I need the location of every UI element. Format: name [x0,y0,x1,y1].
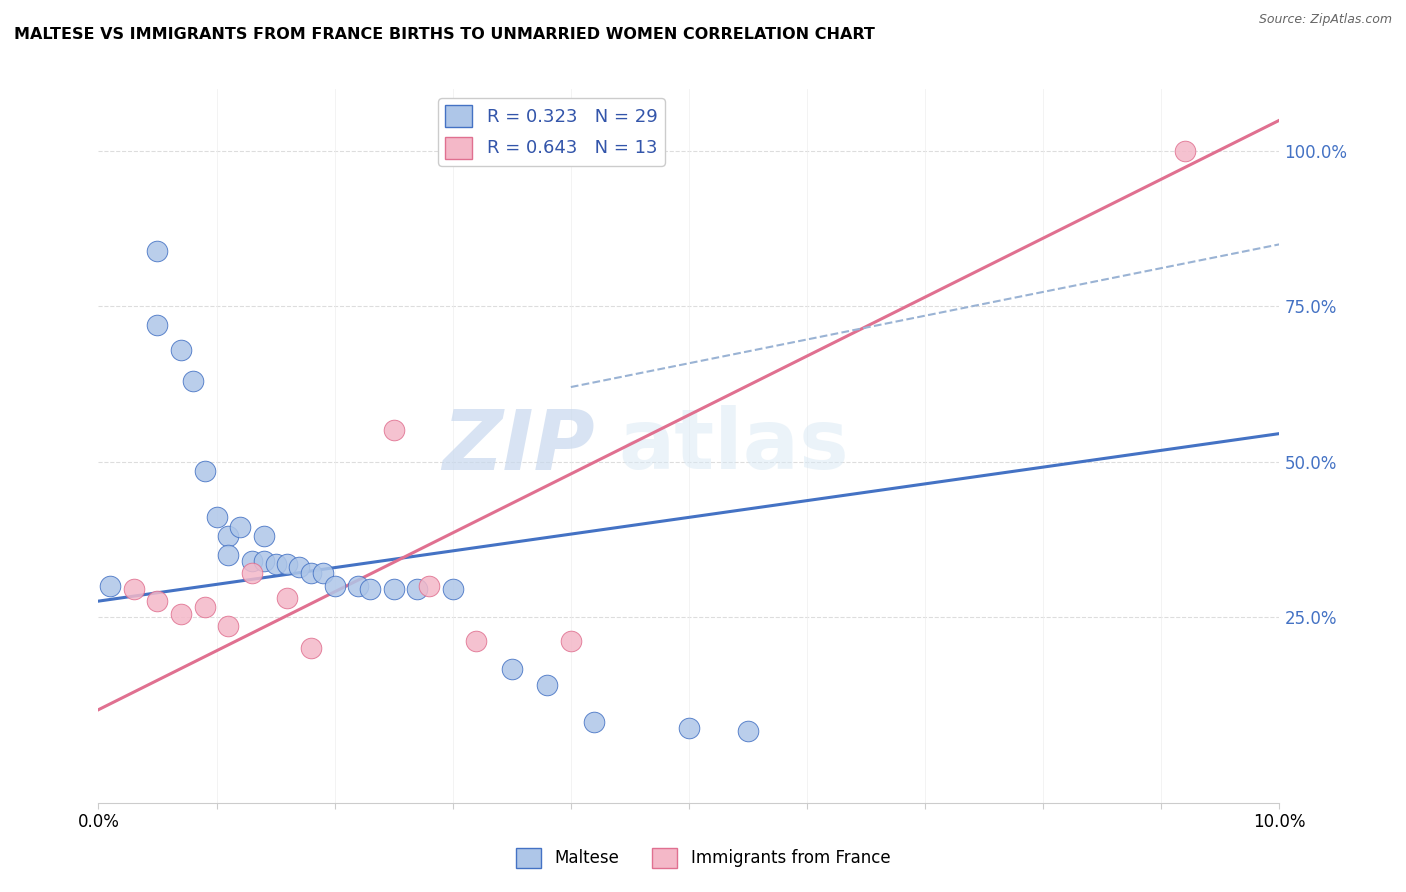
Point [194,600,217,615]
Point [323,579,346,593]
Point [181,374,204,388]
Point [229,519,252,533]
Point [441,582,464,596]
Text: Source: ZipAtlas.com: Source: ZipAtlas.com [1258,13,1392,27]
Point [382,424,405,438]
Point [1174,145,1197,159]
Point [146,318,169,332]
Point [122,582,145,596]
Point [170,343,193,357]
Text: MALTESE VS IMMIGRANTS FROM FRANCE BIRTHS TO UNMARRIED WOMEN CORRELATION CHART: MALTESE VS IMMIGRANTS FROM FRANCE BIRTHS… [14,27,875,42]
Point [347,579,370,593]
Point [465,634,488,648]
Point [276,591,298,605]
Text: atlas: atlas [619,406,849,486]
Point [217,619,239,633]
Point [737,724,759,739]
Text: ZIP: ZIP [441,406,595,486]
Point [418,579,440,593]
Point [382,582,405,596]
Point [264,557,287,571]
Point [146,244,169,258]
Point [560,634,582,648]
Legend: R = 0.323   N = 29, R = 0.643   N = 13: R = 0.323 N = 29, R = 0.643 N = 13 [439,98,665,166]
Point [240,554,263,568]
Point [583,715,606,730]
Point [98,579,121,593]
Point [299,640,322,655]
Legend: Maltese, Immigrants from France: Maltese, Immigrants from France [509,841,897,875]
Point [253,554,276,568]
Point [678,722,700,736]
Point [359,582,381,596]
Point [194,464,217,478]
Point [240,566,263,581]
Point [501,662,523,676]
Point [276,557,298,571]
Point [170,607,193,621]
Point [217,548,239,562]
Point [253,529,276,543]
Point [217,529,239,543]
Point [205,510,228,524]
Point [288,560,311,574]
Point [146,594,169,608]
Point [536,678,558,692]
Point [312,566,335,581]
Point [406,582,429,596]
Point [299,566,322,581]
